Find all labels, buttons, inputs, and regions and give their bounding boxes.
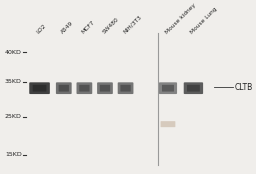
- FancyBboxPatch shape: [79, 85, 90, 92]
- Text: NIH/3T3: NIH/3T3: [122, 14, 142, 35]
- FancyBboxPatch shape: [159, 82, 177, 94]
- Text: 35KD: 35KD: [5, 79, 22, 84]
- Text: CLTB: CLTB: [234, 83, 253, 92]
- Text: SW480: SW480: [101, 16, 120, 35]
- Text: MCF7: MCF7: [81, 19, 96, 35]
- FancyBboxPatch shape: [29, 82, 50, 94]
- FancyBboxPatch shape: [59, 85, 69, 92]
- FancyBboxPatch shape: [161, 121, 175, 127]
- Text: 15KD: 15KD: [5, 152, 22, 157]
- Text: 40KD: 40KD: [5, 50, 22, 55]
- FancyBboxPatch shape: [118, 82, 133, 94]
- FancyBboxPatch shape: [187, 85, 200, 92]
- Text: LO2: LO2: [36, 23, 48, 35]
- FancyBboxPatch shape: [184, 82, 203, 94]
- FancyBboxPatch shape: [56, 82, 72, 94]
- Text: Mouse kidney: Mouse kidney: [164, 2, 197, 35]
- FancyBboxPatch shape: [33, 85, 46, 92]
- FancyBboxPatch shape: [97, 82, 113, 94]
- FancyBboxPatch shape: [100, 85, 110, 92]
- FancyBboxPatch shape: [77, 82, 92, 94]
- Text: 25KD: 25KD: [5, 114, 22, 119]
- FancyBboxPatch shape: [120, 85, 131, 92]
- Text: A549: A549: [60, 20, 74, 35]
- Text: Mouse Lung: Mouse Lung: [190, 6, 219, 35]
- FancyBboxPatch shape: [162, 85, 174, 92]
